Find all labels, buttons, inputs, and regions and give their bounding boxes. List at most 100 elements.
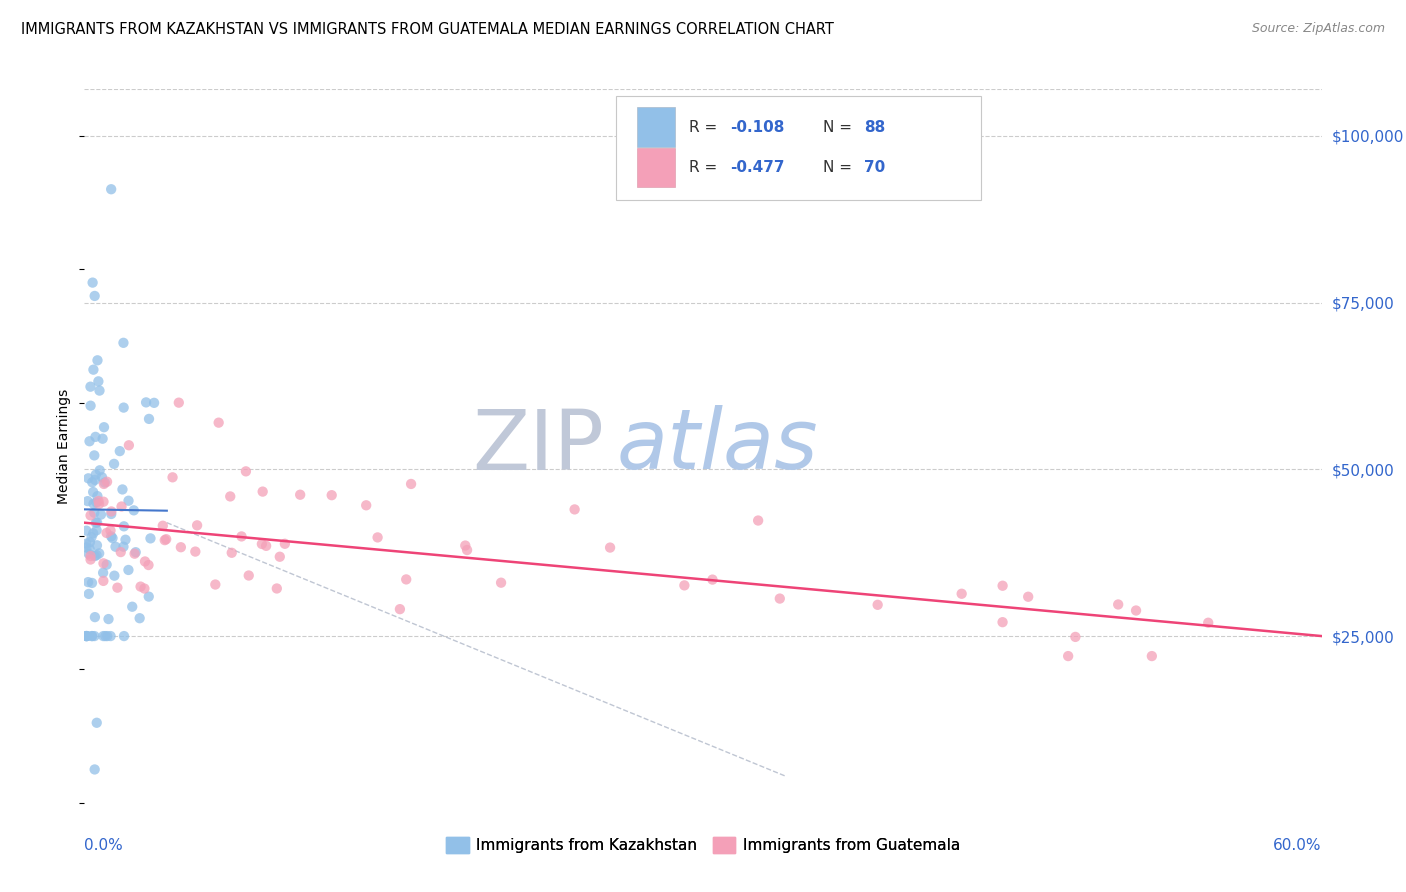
Point xyxy=(219,490,242,504)
Point xyxy=(91,629,114,643)
Point xyxy=(100,507,122,521)
Point xyxy=(79,552,101,566)
Point xyxy=(162,470,184,484)
Point xyxy=(75,536,97,550)
Point xyxy=(84,467,107,482)
Point xyxy=(94,629,117,643)
Point xyxy=(79,508,101,523)
Point xyxy=(90,508,112,522)
Text: N =: N = xyxy=(823,120,856,135)
Point xyxy=(89,546,111,560)
Text: 60.0%: 60.0% xyxy=(1274,838,1322,854)
Point xyxy=(153,533,176,548)
Point xyxy=(138,558,160,572)
Point xyxy=(1140,649,1163,664)
Point xyxy=(79,434,101,449)
Point xyxy=(83,629,105,643)
Text: 0.0%: 0.0% xyxy=(84,838,124,854)
Point xyxy=(564,502,586,516)
Point xyxy=(86,516,108,530)
Point xyxy=(91,470,114,484)
Point xyxy=(84,473,107,487)
Point xyxy=(84,430,107,444)
Point xyxy=(1107,598,1129,612)
Point xyxy=(96,475,118,489)
Point xyxy=(87,494,110,508)
FancyBboxPatch shape xyxy=(616,96,981,200)
Point xyxy=(91,566,114,580)
Point xyxy=(118,438,141,452)
Point xyxy=(110,545,132,559)
Point xyxy=(80,629,103,643)
Point xyxy=(673,578,696,592)
Point xyxy=(82,276,104,290)
Point xyxy=(112,401,135,415)
Point xyxy=(86,715,108,730)
Point xyxy=(152,518,174,533)
Point xyxy=(269,549,291,564)
Point xyxy=(93,477,115,491)
FancyBboxPatch shape xyxy=(637,148,675,187)
Point xyxy=(456,543,478,558)
Point xyxy=(367,530,389,544)
Point xyxy=(250,537,273,551)
Text: N =: N = xyxy=(823,161,856,175)
Point xyxy=(170,540,193,554)
Point xyxy=(83,506,105,520)
Point xyxy=(75,629,97,643)
Point xyxy=(238,568,260,582)
Point xyxy=(121,599,143,614)
Point xyxy=(93,494,115,508)
Text: Source: ZipAtlas.com: Source: ZipAtlas.com xyxy=(1251,22,1385,36)
Text: 70: 70 xyxy=(863,161,886,175)
Point xyxy=(266,582,288,596)
Point xyxy=(167,395,190,409)
Point xyxy=(79,535,101,549)
Point xyxy=(93,420,115,434)
Point xyxy=(204,577,226,591)
Point xyxy=(89,463,111,477)
Text: R =: R = xyxy=(689,161,723,175)
Point xyxy=(96,629,118,643)
Point xyxy=(82,485,104,500)
Point xyxy=(107,581,129,595)
Point xyxy=(80,576,103,591)
Point xyxy=(1125,603,1147,617)
Point xyxy=(112,629,135,643)
Text: R =: R = xyxy=(689,120,723,135)
Point xyxy=(83,449,105,463)
Point xyxy=(108,444,131,458)
Legend: Immigrants from Kazakhstan, Immigrants from Guatemala: Immigrants from Kazakhstan, Immigrants f… xyxy=(440,831,966,859)
Point xyxy=(288,488,311,502)
Point xyxy=(86,523,108,537)
Point xyxy=(991,579,1014,593)
Point xyxy=(84,610,107,624)
Point xyxy=(100,629,122,643)
Point xyxy=(274,537,297,551)
Point xyxy=(77,575,100,590)
Point xyxy=(112,519,135,533)
Text: IMMIGRANTS FROM KAZAKHSTAN VS IMMIGRANTS FROM GUATEMALA MEDIAN EARNINGS CORRELAT: IMMIGRANTS FROM KAZAKHSTAN VS IMMIGRANTS… xyxy=(21,22,834,37)
Point xyxy=(114,533,136,547)
Point xyxy=(399,477,422,491)
Point xyxy=(112,540,135,554)
Point xyxy=(354,498,377,512)
Point xyxy=(155,532,177,546)
Point xyxy=(77,471,100,485)
Point xyxy=(75,629,97,643)
Point xyxy=(80,530,103,544)
Point xyxy=(83,289,105,303)
Point xyxy=(75,629,97,643)
Point xyxy=(100,524,122,538)
Point xyxy=(82,475,104,490)
Point xyxy=(143,396,166,410)
Point xyxy=(84,516,107,530)
Point xyxy=(103,568,125,582)
Point xyxy=(89,384,111,398)
Point xyxy=(93,475,115,490)
Point xyxy=(235,464,257,478)
Point xyxy=(252,484,274,499)
Point xyxy=(76,629,98,643)
Point xyxy=(129,580,152,594)
Point xyxy=(91,432,114,446)
